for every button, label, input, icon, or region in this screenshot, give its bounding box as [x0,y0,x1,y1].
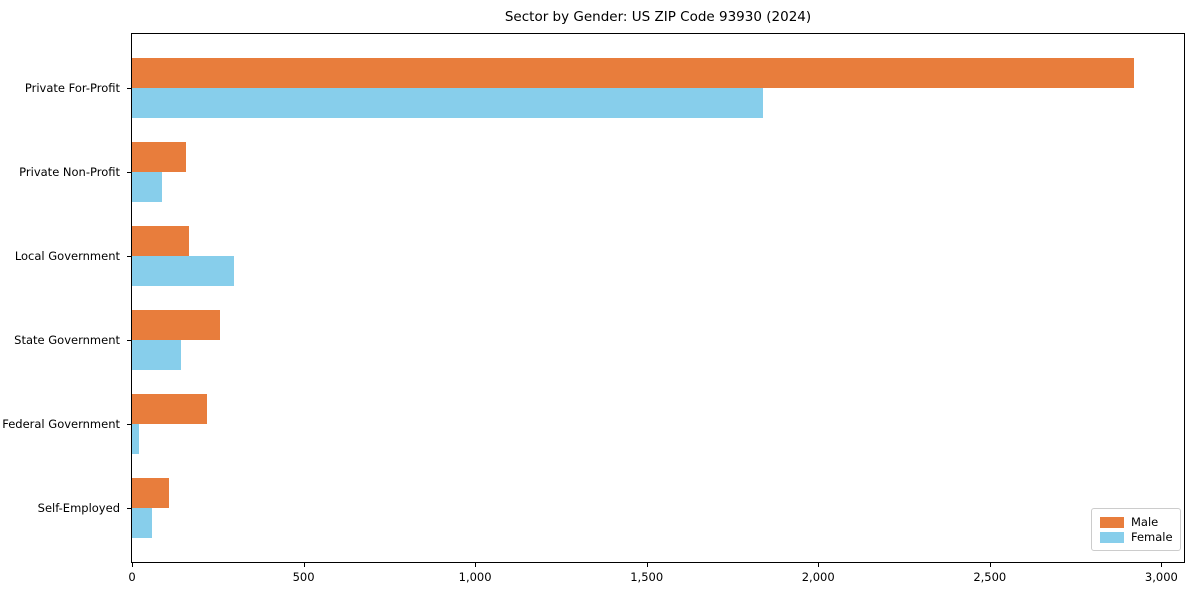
bar-female-0 [132,88,764,118]
x-tick-label: 1,500 [630,570,664,584]
legend-label-female: Female [1131,530,1173,544]
bar-male-4 [132,394,207,424]
legend-swatch-male [1100,516,1124,528]
y-tick-mark [127,424,131,425]
chart-title: Sector by Gender: US ZIP Code 93930 (202… [504,9,812,25]
bar-female-4 [132,424,139,454]
y-tick-mark [127,508,131,509]
bar-female-2 [132,256,235,286]
y-tick-mark [127,88,131,89]
y-axis-label: Private For-Profit [24,81,120,95]
legend-swatch-female [1100,531,1124,543]
bar-female-5 [132,508,152,538]
y-axis-label: Private Non-Profit [19,165,120,179]
x-tick-mark [475,563,477,567]
bar-male-3 [132,310,221,340]
bar-male-0 [132,58,1134,88]
legend: Male Female [1091,508,1181,551]
plot-area [131,33,1185,563]
x-tick-mark [818,563,820,567]
x-tick-mark [646,563,648,567]
y-axis-label: Federal Government [2,417,120,431]
bar-male-5 [132,478,170,508]
x-tick-mark [132,563,133,567]
x-tick-mark [1161,563,1163,567]
bar-female-3 [132,340,182,370]
x-tick-label: 3,000 [1144,570,1178,584]
y-axis-label: State Government [14,333,120,347]
y-tick-mark [127,172,131,173]
y-axis-label: Self-Employed [37,501,120,515]
x-tick-label: 1,000 [458,570,492,584]
bar-male-2 [132,226,189,256]
x-tick-label: 2,500 [973,570,1007,584]
x-tick-mark [303,563,305,567]
legend-item-male: Male [1100,515,1172,529]
legend-label-male: Male [1131,515,1159,529]
x-tick-label: 2,000 [801,570,835,584]
y-tick-mark [127,340,131,341]
bar-female-1 [132,172,162,202]
y-tick-mark [127,256,131,257]
x-tick-label: 0 [128,570,136,584]
x-tick-label: 500 [292,570,315,584]
x-tick-mark [989,563,991,567]
y-axis-label: Local Government [14,249,120,263]
legend-item-female: Female [1100,530,1173,544]
bar-male-1 [132,142,186,172]
